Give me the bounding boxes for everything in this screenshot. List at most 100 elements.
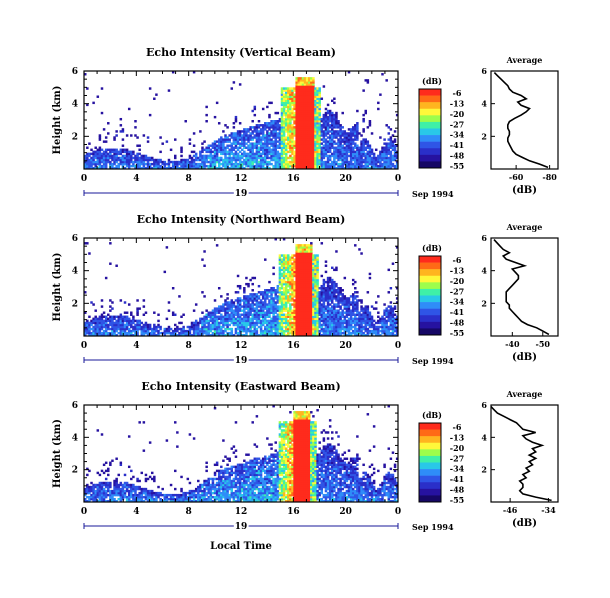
heatmap-cell (289, 103, 292, 107)
heatmap-cell (305, 122, 309, 125)
heatmap-cell (354, 128, 357, 131)
heatmap-cell (291, 270, 294, 274)
heatmap-cell (109, 323, 112, 327)
heatmap-cell (123, 317, 127, 321)
heatmap-cell (243, 142, 246, 145)
heatmap-cell (326, 144, 330, 147)
heatmap-cell (209, 311, 213, 314)
heatmap-cell (301, 138, 305, 141)
heatmap-cell (322, 321, 326, 325)
heatmap-cell (335, 250, 338, 253)
heatmap-cell (224, 146, 227, 149)
heatmap-cell (253, 136, 257, 139)
heatmap-cell (234, 156, 238, 160)
heatmap-cell (322, 313, 326, 316)
heatmap-cell (312, 254, 315, 257)
heatmap-cell (274, 146, 277, 149)
heatmap-cell (84, 311, 87, 314)
heatmap-cell (307, 87, 311, 90)
heatmap-cell (176, 162, 179, 166)
heatmap-cell (318, 156, 321, 160)
heatmap-cell (318, 321, 321, 325)
heatmap-cell (337, 156, 340, 160)
heatmap-cell (284, 89, 288, 92)
heatmap-cell (199, 331, 202, 335)
heatmap-cell (301, 85, 305, 88)
heatmap-cell (312, 128, 315, 131)
heatmap-cell (299, 319, 303, 323)
heatmap-cell (316, 323, 319, 327)
heatmap-cell (291, 303, 294, 306)
average-x-tick-label: -60 (509, 172, 524, 182)
heatmap-cell (287, 91, 290, 94)
heatmap-cell (182, 329, 185, 333)
heatmap-cell (305, 333, 309, 337)
heatmap-cell (324, 134, 328, 137)
heatmap-cell (274, 111, 277, 115)
heatmap-cell (245, 317, 248, 321)
heatmap-cell (259, 154, 263, 158)
heatmap-cell (197, 327, 200, 331)
heatmap-cell (297, 134, 301, 137)
heatmap-cell (337, 311, 340, 314)
heatmap-cell (213, 307, 217, 310)
heatmap-cell (316, 317, 319, 321)
heatmap-cell (316, 293, 319, 296)
heatmap-cell (322, 134, 326, 137)
heatmap-cell (259, 327, 263, 331)
heatmap-cell (316, 146, 319, 149)
heatmap-cell (274, 301, 277, 304)
heatmap-cell (310, 266, 313, 270)
heatmap-cell (192, 166, 196, 170)
heatmap-cell (115, 152, 118, 156)
heatmap-cell (287, 301, 290, 304)
heatmap-cell (230, 333, 234, 337)
heatmap-cell (125, 150, 129, 154)
heatmap-cell (282, 282, 286, 286)
heatmap-cell (305, 77, 309, 80)
heatmap-cell (192, 327, 196, 331)
heatmap-cell (259, 321, 263, 325)
heatmap-cell (192, 144, 196, 147)
heatmap-cell (360, 150, 363, 154)
heatmap-cell (316, 305, 319, 308)
heatmap-cell (115, 160, 118, 164)
heatmap-cell (130, 134, 133, 137)
heatmap-cell (259, 144, 263, 147)
heatmap-cell (316, 138, 319, 141)
heatmap-cell (194, 158, 198, 162)
heatmap-cell (111, 319, 114, 323)
heatmap-cell (134, 166, 137, 170)
heatmap-cell (303, 132, 307, 135)
heatmap-cell (335, 325, 338, 329)
heatmap-cell (379, 166, 382, 170)
heatmap-cell (324, 115, 328, 119)
heatmap-cell (351, 305, 355, 308)
heatmap-cell (119, 162, 123, 166)
colorbar: (dB)-6-13-20-27-34-41-48-55 (418, 76, 465, 171)
heatmap-cell (289, 262, 292, 265)
heatmap-cell (264, 289, 267, 292)
heatmap-cell (314, 144, 317, 147)
heatmap-cell (299, 309, 303, 312)
heatmap-cell (360, 154, 363, 158)
heatmap-cell (130, 329, 133, 333)
heatmap-cell (314, 136, 317, 139)
colorbar-swatch (419, 121, 441, 129)
heatmap-cell (94, 329, 97, 333)
heatmap-cell (205, 146, 208, 149)
heatmap-cell (228, 327, 231, 331)
heatmap-cell (84, 291, 87, 294)
heatmap-cell (203, 164, 206, 168)
heatmap-cell (111, 321, 114, 325)
heatmap-cell (314, 107, 317, 111)
heatmap-cell (236, 291, 240, 294)
heatmap-cell (379, 93, 382, 96)
heatmap-cell (295, 248, 298, 251)
heatmap-cell (354, 132, 357, 135)
heatmap-cell (289, 311, 292, 314)
heatmap-cell (312, 95, 315, 98)
heatmap-cell (234, 321, 238, 325)
heatmap-cell (318, 113, 321, 117)
heatmap-cell (347, 311, 351, 314)
